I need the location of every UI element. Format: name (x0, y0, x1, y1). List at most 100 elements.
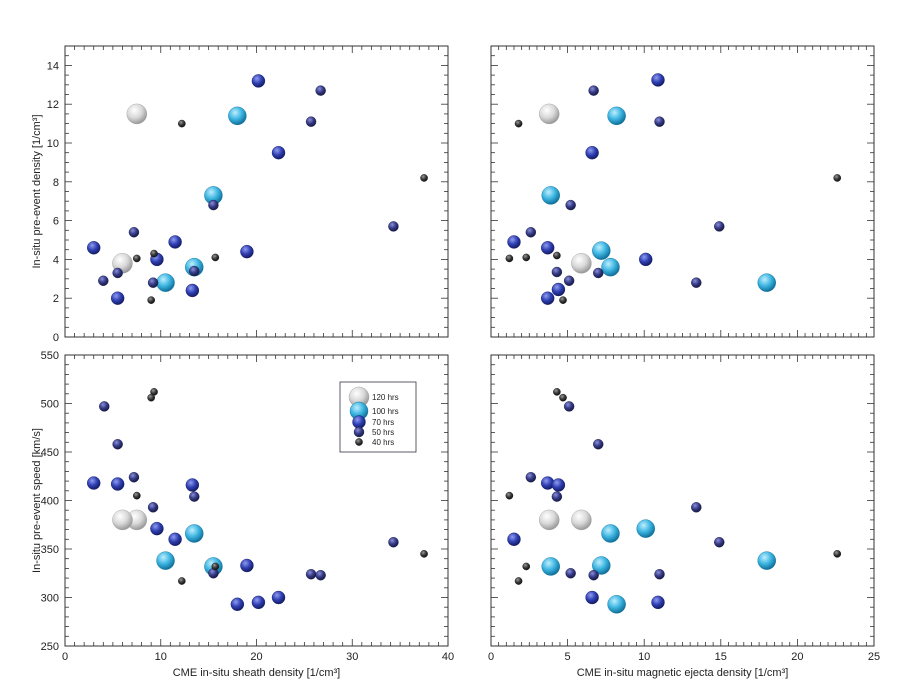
data-point (133, 254, 141, 263)
data-point (251, 74, 266, 88)
data-point (505, 254, 514, 263)
data-point (522, 562, 531, 571)
data-point (211, 562, 220, 571)
data-point (156, 273, 175, 292)
data-point (98, 275, 109, 286)
legend-label: 40 hrs (372, 438, 394, 447)
x-tick-label: 30 (346, 651, 358, 663)
y-axis-label: In-situ pre-event speed [km/s] (31, 428, 43, 573)
y-tick-label: 4 (53, 254, 59, 266)
y-tick-label: 12 (47, 99, 59, 111)
x-tick-label: 15 (715, 651, 727, 663)
data-point (251, 595, 266, 610)
data-point (651, 73, 665, 87)
data-point (305, 569, 317, 580)
y-tick-label: 300 (41, 593, 59, 605)
data-point (99, 401, 110, 412)
data-point (178, 577, 186, 585)
y-tick-label: 14 (47, 60, 59, 72)
data-point (211, 253, 220, 262)
y-tick-label: 350 (41, 544, 59, 556)
data-point (571, 253, 592, 274)
data-point (507, 532, 521, 546)
legend-label: 100 hrs (372, 407, 399, 416)
y-tick-label: 2 (53, 293, 59, 305)
x-axis-label: CME in-situ magnetic ejecta density [1/c… (577, 667, 789, 679)
x-tick-label: 0 (62, 651, 68, 663)
legend-marker (355, 438, 363, 446)
data-point (128, 227, 140, 238)
data-point (147, 502, 159, 513)
data-point (571, 509, 592, 531)
data-point (592, 241, 611, 260)
y-tick-label: 250 (41, 641, 59, 653)
data-point (607, 106, 626, 126)
data-point (553, 251, 561, 260)
x-tick-label: 20 (791, 651, 803, 663)
y-axis-label: In-situ pre-event density [1/cm³] (31, 114, 43, 268)
data-point (315, 569, 326, 581)
x-tick-label: 10 (155, 651, 167, 663)
data-point (563, 275, 575, 286)
panel-bottom-left: 0 10 20 30 40 250 300 350 400 450 500 550 CME in-sit… (31, 350, 454, 679)
data-point (565, 568, 576, 579)
x-axis-label: CME in-situ sheath density [1/cm³] (173, 667, 341, 679)
data-point (714, 537, 725, 548)
data-point (563, 401, 575, 412)
data-point (588, 85, 599, 96)
data-point (592, 556, 611, 575)
data-point (551, 478, 566, 492)
data-point (540, 291, 555, 305)
data-point (505, 491, 514, 500)
data-point (271, 145, 286, 160)
data-point (315, 85, 326, 96)
data-point (551, 491, 563, 502)
data-point (147, 393, 155, 402)
data-point (601, 524, 620, 543)
data-point (147, 296, 155, 304)
data-point (178, 119, 186, 128)
data-point (228, 106, 247, 126)
data-point (559, 393, 567, 402)
data-point (150, 521, 164, 536)
x-tick-label: 25 (868, 651, 880, 663)
panel-bottom-right: 0 5 10 15 20 25 CME in-situ magnetic ejecta de… (488, 354, 880, 679)
x-tick-label: 40 (442, 651, 454, 663)
panel-top-left: 0 2 4 6 8 10 12 14 In-situ pre-event density [1/… (31, 45, 449, 344)
data-point (691, 502, 702, 513)
data-point (271, 590, 286, 605)
legend-marker (353, 426, 365, 438)
data-point (240, 244, 254, 259)
data-point (87, 476, 101, 490)
data-point (559, 296, 567, 304)
data-point (388, 221, 399, 232)
data-point (110, 477, 125, 491)
data-point (654, 569, 665, 580)
y-tick-label: 400 (41, 496, 59, 508)
data-point (565, 199, 576, 211)
legend-label: 120 hrs (372, 393, 399, 402)
x-tick-label: 0 (488, 651, 494, 663)
data-point (541, 557, 560, 576)
data-point (147, 277, 159, 288)
data-point (833, 174, 842, 182)
data-point (185, 283, 200, 298)
data-point (189, 491, 200, 502)
data-point (757, 551, 776, 570)
legend-label: 70 hrs (372, 418, 394, 427)
data-point (539, 509, 560, 531)
plot-frame (64, 45, 449, 338)
data-point (588, 569, 599, 581)
data-point (553, 388, 561, 396)
data-point (388, 537, 399, 548)
data-point (150, 249, 158, 258)
data-point (112, 509, 133, 531)
data-point (525, 472, 537, 483)
data-point (133, 491, 141, 500)
data-point (208, 199, 219, 211)
x-tick-label: 10 (638, 651, 650, 663)
y-tick-label: 10 (47, 138, 59, 150)
data-point (185, 524, 204, 543)
